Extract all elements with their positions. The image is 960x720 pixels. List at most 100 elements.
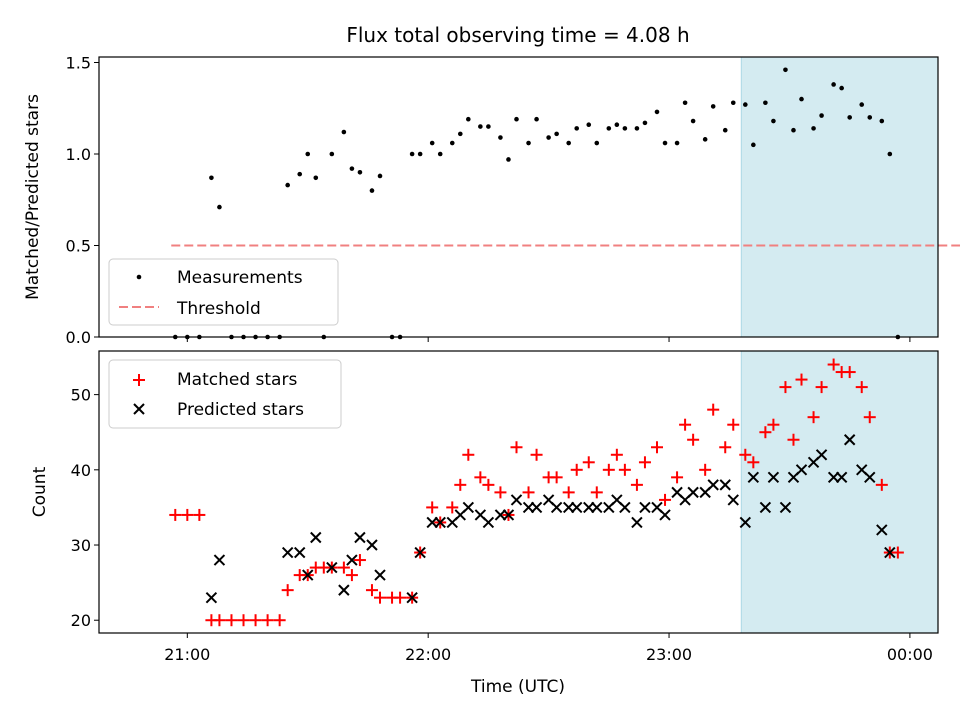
predicted-star-marker xyxy=(354,531,366,544)
x-tick-label: 00:00 xyxy=(887,645,933,664)
matched-star-marker xyxy=(843,366,856,379)
matched-star-marker xyxy=(522,486,535,499)
measurement-point xyxy=(831,82,836,87)
top-panel-ratio: 0.0 0.5 1.0 1.5 Matched/Predicted stars Mea… xyxy=(23,53,960,347)
matched-star-marker xyxy=(345,569,358,582)
measurement-point xyxy=(217,204,222,210)
bottom-y-axis-label: Count xyxy=(30,466,50,517)
measurement-point xyxy=(730,100,736,106)
measurement-point xyxy=(887,151,893,157)
chart-title: Flux total observing time = 4.08 h xyxy=(346,23,689,47)
predicted-star-marker xyxy=(659,509,671,521)
measurement-point xyxy=(437,151,443,157)
matched-star-marker xyxy=(687,433,700,446)
matched-star-marker xyxy=(530,448,543,461)
y-tick-label: 1.5 xyxy=(66,53,91,72)
matched-star-marker xyxy=(590,486,603,499)
legend-measurements-label: Measurements xyxy=(177,268,303,288)
y-tick-label: 0.5 xyxy=(66,236,91,255)
matched-star-marker xyxy=(454,478,467,491)
predicted-star-marker xyxy=(815,449,828,461)
matched-star-marker xyxy=(779,381,792,394)
predicted-star-marker xyxy=(884,546,896,559)
y-tick-label: 40 xyxy=(71,461,91,480)
matched-star-marker xyxy=(671,471,684,484)
measurement-point xyxy=(674,140,680,146)
measurement-point xyxy=(209,175,214,181)
matched-star-marker xyxy=(426,501,439,514)
predicted-star-marker xyxy=(639,501,651,514)
measurement-point xyxy=(313,175,319,181)
predicted-star-marker xyxy=(482,516,495,529)
matched-star-marker xyxy=(618,463,631,476)
matched-star-marker xyxy=(249,614,262,627)
matched-star-marker xyxy=(638,456,651,469)
predicted-star-marker xyxy=(310,531,322,544)
matched-star-marker xyxy=(550,471,563,484)
predicted-star-marker xyxy=(346,554,358,566)
x-tick-label: 23:00 xyxy=(646,645,692,664)
bottom-panel-counts: 20 30 40 50 21:00 22:00 23:00 00:00 Count Time… xyxy=(30,350,939,697)
matched-star-marker xyxy=(891,546,904,559)
matched-star-marker xyxy=(570,463,583,476)
predicted-star-marker xyxy=(462,501,475,514)
predicted-star-marker xyxy=(326,561,338,574)
predicted-star-marker xyxy=(631,516,643,529)
measurement-point xyxy=(357,169,363,175)
measurement-point xyxy=(429,140,435,146)
measurement-point xyxy=(349,166,355,171)
predicted-star-marker xyxy=(719,479,731,491)
predicted-star-marker xyxy=(727,494,739,506)
matched-star-marker xyxy=(739,448,752,461)
x-tick-label: 21:00 xyxy=(164,645,210,664)
predicted-star-marker xyxy=(707,479,719,491)
measurement-point xyxy=(702,137,708,142)
matched-star-marker xyxy=(213,614,226,627)
measurement-point xyxy=(771,118,776,124)
measurement-point xyxy=(763,100,768,106)
matched-star-marker xyxy=(650,441,663,454)
y-tick-label: 1.0 xyxy=(66,145,91,164)
predicted-star-marker xyxy=(502,509,515,521)
predicted-star-marker xyxy=(864,471,876,484)
predicted-star-marker xyxy=(795,464,808,476)
predicted-star-marker xyxy=(619,501,631,514)
measurement-point xyxy=(847,115,852,120)
matched-star-marker xyxy=(169,508,182,521)
predicted-star-marker xyxy=(835,471,848,484)
top-axes-frame xyxy=(98,56,939,338)
measurement-point xyxy=(783,67,788,73)
matched-star-marker xyxy=(494,486,507,499)
measurement-point xyxy=(710,104,716,109)
measurement-point xyxy=(534,116,539,122)
legend-threshold-label: Threshold xyxy=(176,299,261,319)
measurement-point xyxy=(634,126,640,131)
observing-window-region xyxy=(740,350,939,634)
predicted-star-marker xyxy=(571,501,583,514)
matched-star-marker xyxy=(630,478,643,491)
measurement-point xyxy=(341,129,347,135)
measurement-point xyxy=(690,118,696,124)
matched-star-marker xyxy=(281,584,294,597)
matched-star-marker xyxy=(602,463,615,476)
measurement-point xyxy=(369,188,375,193)
matched-star-marker xyxy=(374,591,387,604)
matched-star-marker xyxy=(482,478,495,491)
predicted-star-marker xyxy=(281,546,294,559)
measurement-point xyxy=(743,102,748,107)
predicted-star-marker xyxy=(591,501,603,514)
predicted-star-marker xyxy=(739,516,752,529)
matched-star-marker xyxy=(610,448,623,461)
measurement-point xyxy=(329,151,335,157)
measurement-point xyxy=(594,140,600,146)
matched-star-marker xyxy=(446,501,459,514)
measurement-point xyxy=(859,102,865,107)
measurement-point xyxy=(498,135,503,140)
measurement-point xyxy=(377,173,383,179)
measurement-point xyxy=(554,131,559,137)
matched-star-marker xyxy=(365,584,378,597)
matched-star-marker xyxy=(855,381,868,394)
measurement-point xyxy=(486,124,491,129)
measurement-point xyxy=(466,116,471,122)
predicted-star-marker xyxy=(338,584,350,596)
